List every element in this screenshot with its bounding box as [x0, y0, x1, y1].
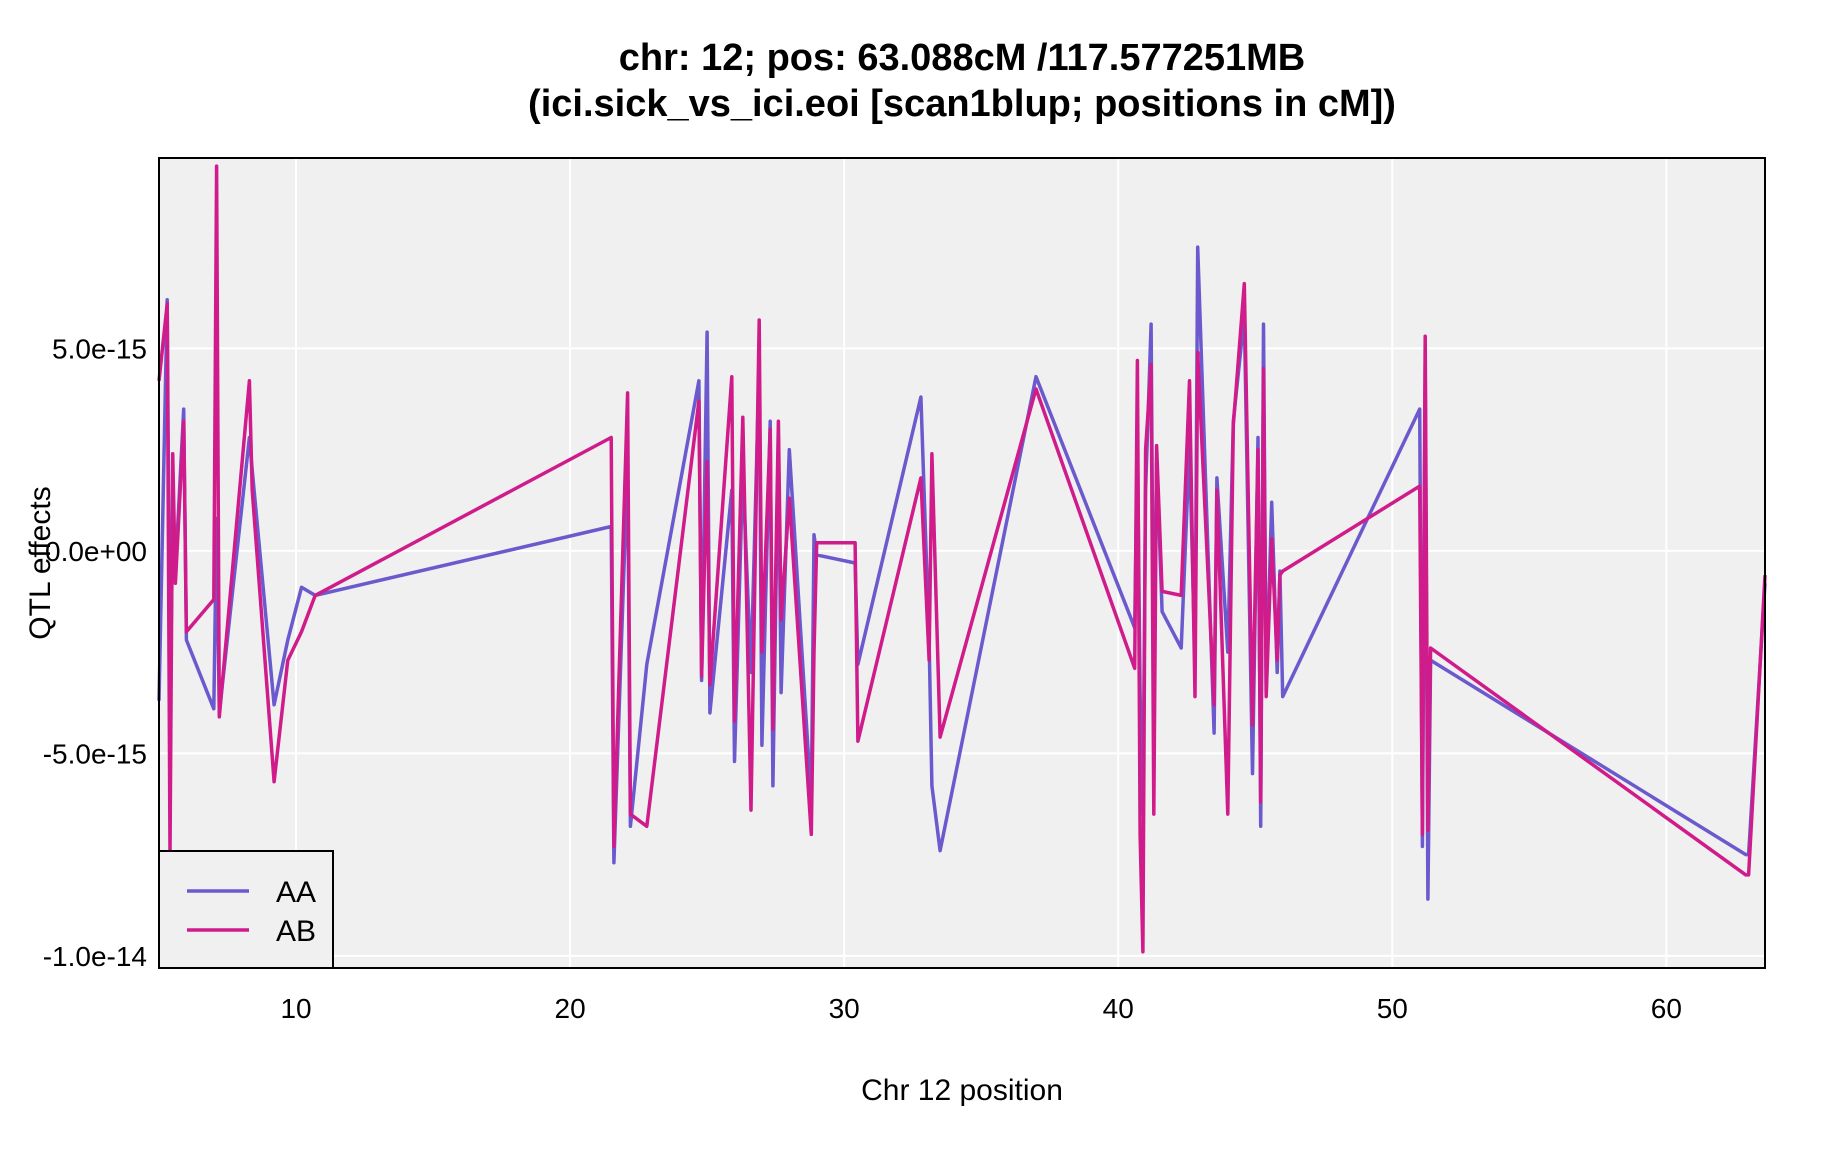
legend-label-aa: AA — [276, 876, 316, 909]
series-lines — [157, 164, 1767, 954]
x-tick-label: 20 — [555, 993, 586, 1024]
legend: AA AB — [158, 850, 334, 969]
plot-background — [159, 158, 1765, 968]
series-line-ab — [157, 164, 1767, 954]
y-tick-label: 0.0e+00 — [45, 536, 147, 567]
y-tick-label: -5.0e-15 — [43, 738, 147, 769]
x-axis-ticks: 10 20 30 40 50 60 — [280, 993, 1681, 1024]
chart-subtitle: (ici.sick_vs_ici.eoi [scan1blup; positio… — [528, 83, 1396, 125]
x-tick-label: 40 — [1103, 993, 1134, 1024]
y-tick-label: -1.0e-14 — [43, 941, 147, 972]
y-tick-label: 5.0e-15 — [52, 333, 147, 364]
grid-lines — [159, 158, 1765, 968]
x-tick-label: 50 — [1377, 993, 1408, 1024]
x-axis-label: Chr 12 position — [861, 1074, 1063, 1107]
x-tick-label: 30 — [829, 993, 860, 1024]
plot-frame — [158, 157, 1766, 969]
x-tick-label: 10 — [280, 993, 311, 1024]
x-tick-label: 60 — [1651, 993, 1682, 1024]
legend-box — [158, 850, 334, 969]
y-axis-label: QTL effects — [24, 486, 57, 639]
legend-label-ab: AB — [276, 915, 316, 948]
y-axis-ticks: 5.0e-15 0.0e+00 -5.0e-15 -1.0e-14 — [43, 333, 147, 972]
chart-title: chr: 12; pos: 63.088cM /117.577251MB — [619, 37, 1306, 79]
